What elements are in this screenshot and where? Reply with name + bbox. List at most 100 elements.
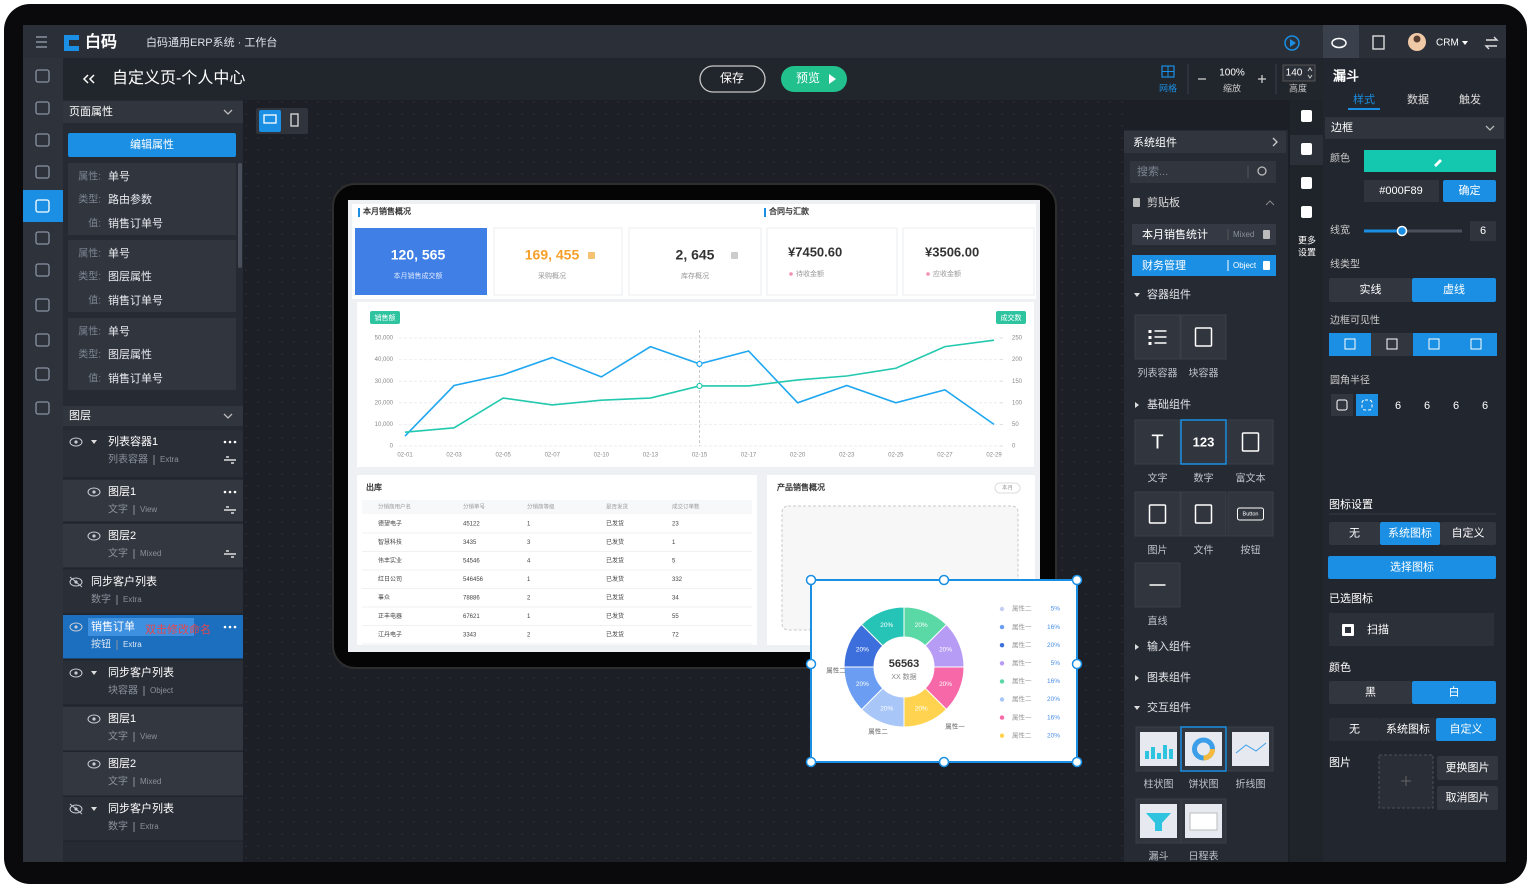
component-tile[interactable] [1180, 419, 1227, 465]
component-tile[interactable] [1227, 491, 1274, 537]
button[interactable] [1329, 522, 1380, 545]
layer-row[interactable] [63, 752, 243, 796]
nav-icon[interactable] [35, 298, 50, 312]
component-tile[interactable] [1180, 314, 1227, 360]
eye-icon [69, 668, 83, 678]
tab[interactable]: 触发 [1459, 92, 1481, 106]
nav-icon[interactable] [35, 401, 50, 415]
radius-toggle[interactable] [1356, 394, 1378, 416]
button[interactable] [1437, 756, 1498, 780]
layer-row[interactable] [63, 570, 243, 614]
user-caret [1462, 41, 1468, 45]
button[interactable] [1329, 718, 1380, 741]
tile-label: 日程表 [1189, 850, 1219, 863]
label: 属性: [78, 325, 101, 338]
label: 成交数 [1001, 313, 1022, 322]
kpi-icon [731, 252, 738, 259]
nav-icon[interactable] [35, 165, 50, 179]
strip-icon[interactable] [1301, 177, 1312, 189]
preview-button[interactable] [781, 66, 847, 92]
layer-row[interactable] [63, 707, 243, 751]
button[interactable] [1328, 556, 1496, 579]
property-group [68, 318, 236, 390]
height-input[interactable] [1282, 64, 1316, 82]
visibility-button[interactable] [1371, 333, 1413, 356]
label: 圆角半径 [1330, 374, 1370, 387]
nav-icon[interactable] [35, 367, 50, 381]
period-pill[interactable] [994, 482, 1021, 494]
visibility-button[interactable] [1455, 333, 1497, 356]
strip-icon[interactable] [1301, 206, 1312, 218]
visibility-icon [1428, 338, 1440, 350]
label: 系统组件 [1133, 135, 1177, 149]
nav-active [23, 190, 63, 222]
x-tick-label: 02-29 [986, 453, 1002, 459]
search-input[interactable] [1130, 161, 1276, 183]
button-label: 无 [1349, 527, 1360, 539]
layer-row[interactable] [63, 524, 243, 568]
more-dot [228, 440, 232, 444]
button[interactable] [1437, 786, 1498, 810]
button[interactable] [68, 133, 236, 157]
label: 100% [1219, 68, 1245, 79]
swap-icon [1484, 36, 1499, 50]
color-swatch[interactable] [1364, 150, 1496, 172]
radius-toggle[interactable] [1331, 394, 1353, 416]
tab[interactable]: 样式 [1353, 92, 1375, 106]
more-dot [228, 625, 232, 629]
visibility-button[interactable] [1329, 333, 1371, 356]
thumb-bar [1169, 749, 1173, 759]
layer-type: 文字 [108, 730, 128, 743]
button[interactable] [1380, 718, 1436, 741]
component-tile[interactable] [1134, 419, 1181, 465]
toggle-active[interactable] [259, 110, 281, 132]
slice-label: 20% [939, 681, 952, 688]
table-cell: 3343 [463, 633, 477, 639]
button[interactable] [1329, 681, 1412, 704]
visibility-button[interactable] [1413, 333, 1455, 356]
component-tile[interactable] [1134, 491, 1181, 537]
nav-icon[interactable] [35, 333, 50, 347]
table-cell: 1 [527, 577, 531, 583]
layer-type: 数字 [91, 593, 111, 606]
eye-icon [87, 487, 101, 497]
layer-row[interactable] [63, 430, 243, 478]
layer-row[interactable] [63, 480, 243, 522]
eye-slash [69, 576, 83, 588]
clip-item[interactable] [1132, 255, 1276, 276]
clip-item[interactable] [1132, 224, 1276, 245]
label: 出库 [366, 482, 382, 492]
nav-icon[interactable] [35, 231, 50, 245]
button[interactable] [1443, 180, 1496, 202]
tab[interactable]: 数据 [1407, 92, 1429, 106]
kpi-label: 采购概况 [538, 271, 566, 280]
button[interactable] [1440, 522, 1496, 545]
layer-row[interactable] [63, 797, 243, 841]
save-button[interactable] [699, 65, 766, 93]
mobile-icon[interactable] [290, 113, 299, 127]
kpi-value: 169, 455 [525, 247, 580, 263]
button[interactable] [1412, 278, 1496, 302]
nav-icon[interactable] [35, 263, 50, 277]
label: 财务管理 [1142, 258, 1186, 272]
slice-label: 20% [880, 622, 893, 629]
group-title: 基础组件 [1147, 397, 1191, 411]
button[interactable] [1436, 718, 1496, 741]
component-tile[interactable] [1227, 419, 1274, 465]
strip-icon[interactable] [1301, 110, 1312, 122]
button[interactable] [1412, 681, 1496, 704]
number-input[interactable] [1470, 221, 1496, 241]
tile-icon [1241, 432, 1260, 452]
nav-icon[interactable] [35, 133, 50, 147]
nav-icon[interactable] [35, 199, 50, 213]
nav-icon[interactable] [35, 69, 50, 83]
button[interactable] [1380, 522, 1440, 545]
nav-icon[interactable] [35, 101, 50, 115]
hex-input[interactable] [1364, 180, 1439, 202]
button[interactable] [1329, 278, 1412, 302]
component-tile[interactable] [1180, 491, 1227, 537]
layer-tag: Object [150, 686, 174, 695]
layer-type: 数字 [108, 820, 128, 833]
layer-row[interactable] [63, 661, 243, 705]
